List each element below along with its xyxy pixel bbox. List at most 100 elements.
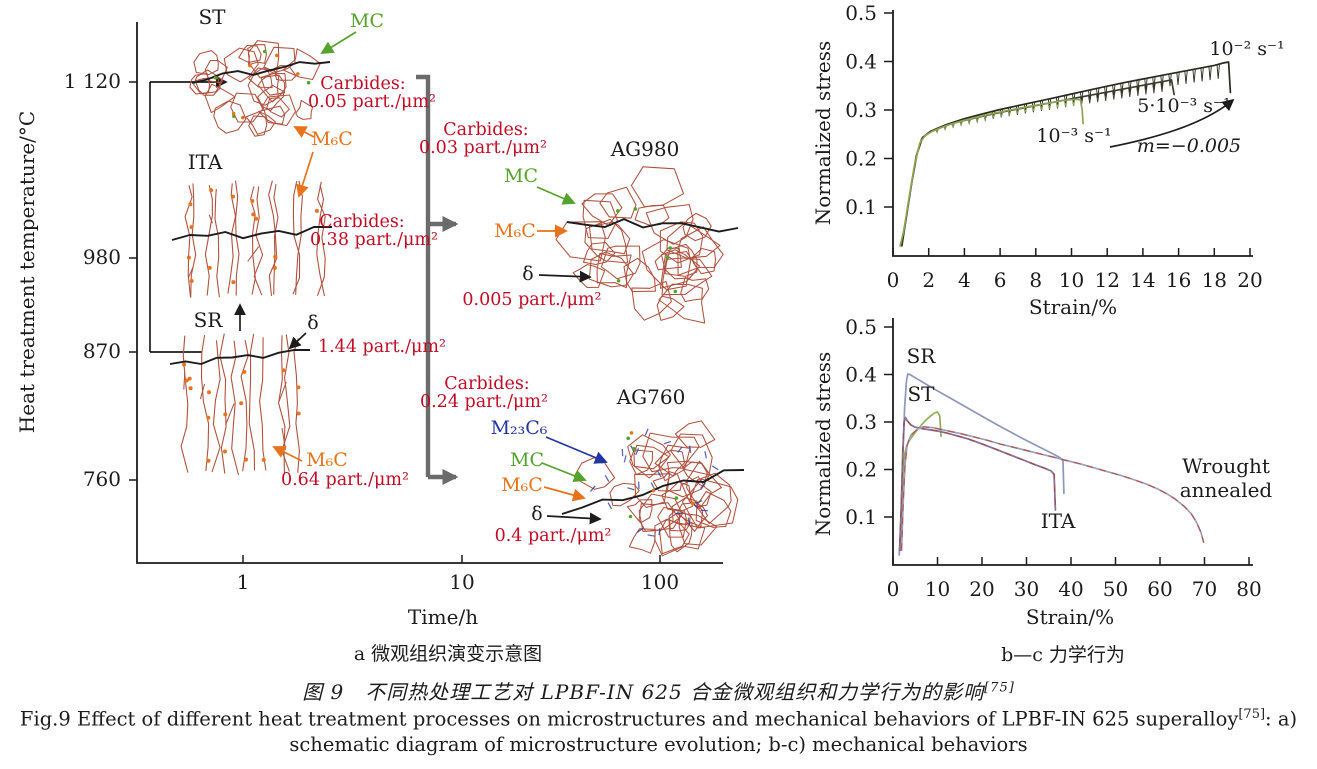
m6c-dot bbox=[231, 194, 235, 199]
b-rate-high-label: 10⁻² s⁻¹ bbox=[1209, 38, 1284, 60]
m23c6-dash bbox=[687, 517, 691, 525]
m6c-dot bbox=[629, 431, 634, 435]
m6c-dot bbox=[275, 53, 279, 58]
grain-cell bbox=[245, 111, 276, 135]
grain-cell bbox=[263, 46, 296, 73]
columnar-grain-boundary bbox=[204, 185, 213, 296]
a-xtick-100: 100 bbox=[641, 570, 679, 594]
delta-ag760-arrow bbox=[546, 512, 602, 525]
grain-cell bbox=[661, 257, 713, 296]
m23c6-dash bbox=[663, 440, 672, 445]
grain-cell bbox=[656, 295, 685, 321]
grain-cell bbox=[581, 193, 623, 226]
mc-ag760-arrow bbox=[541, 462, 587, 482]
subcaption-bc: b—c 力学行为 bbox=[1001, 644, 1125, 666]
columnar-grain-boundary bbox=[273, 184, 279, 295]
ag760-carbides-title: Carbides: bbox=[444, 374, 529, 394]
grain-cell bbox=[677, 226, 724, 276]
columnar-grain-boundary bbox=[240, 339, 249, 472]
grain-cell bbox=[193, 50, 219, 76]
grain-cell bbox=[260, 74, 286, 96]
m6c-dot bbox=[184, 378, 189, 383]
m23c6-dash bbox=[675, 512, 683, 515]
m23c6-dash bbox=[658, 527, 661, 536]
m6c-dot bbox=[223, 412, 228, 417]
mc-dot bbox=[616, 209, 620, 213]
ag980-carbide-density: 0.03 part./μm² bbox=[419, 138, 547, 158]
b-y-axis-label: Normalized stress bbox=[811, 41, 835, 226]
b-x-tick-label: 0 bbox=[887, 268, 900, 292]
label-mc-st: MC bbox=[350, 10, 384, 32]
grain-cell bbox=[596, 252, 632, 289]
b-x-tick-label: 16 bbox=[1166, 268, 1191, 292]
columnar-grain-boundary bbox=[248, 333, 256, 471]
grain-branch bbox=[278, 381, 287, 403]
c-wrought-label-line1: Wrought bbox=[1182, 454, 1270, 478]
grain-cell bbox=[666, 221, 721, 259]
grain-cell bbox=[223, 47, 259, 83]
mc-dot bbox=[665, 255, 670, 260]
mc-dot bbox=[632, 446, 636, 451]
label-delta-ag760: δ bbox=[531, 503, 542, 525]
grain-cell bbox=[627, 434, 671, 479]
columnar-grain-boundary bbox=[253, 186, 264, 296]
b-x-tick-label: 18 bbox=[1202, 268, 1227, 292]
m6c-dot bbox=[273, 254, 278, 259]
m6c-dot bbox=[239, 401, 244, 406]
c-x-tick-label: 70 bbox=[1192, 577, 1217, 601]
caption-en-text: Fig.9 Effect of different heat treatment… bbox=[19, 707, 1239, 731]
a-xtick-10: 10 bbox=[449, 570, 474, 594]
c-ita-label: ITA bbox=[1041, 509, 1076, 533]
mc-dot bbox=[232, 114, 236, 118]
grain-cell bbox=[659, 221, 704, 264]
a-ytick-760: 760 bbox=[83, 467, 121, 491]
b-rate-mid-label: 5·10⁻³ s⁻¹ bbox=[1137, 95, 1230, 117]
grain-cell bbox=[213, 100, 247, 134]
m6c-dot bbox=[254, 216, 259, 221]
m23c6-dash bbox=[650, 482, 656, 490]
grain-cell bbox=[609, 482, 640, 507]
grain-cell bbox=[600, 245, 641, 280]
mc-dot bbox=[673, 289, 678, 294]
grain-branch bbox=[208, 214, 213, 224]
serrations-10⁻³ s⁻¹ bbox=[935, 99, 1076, 134]
delta-phase-line bbox=[171, 225, 333, 241]
grain-branch bbox=[199, 383, 206, 400]
caption-english-line1: Fig.9 Effect of different heat treatment… bbox=[0, 707, 1317, 731]
m6c-dot bbox=[241, 115, 245, 120]
ag980-microstructure-sketch bbox=[555, 166, 739, 324]
label-m6c-ag980: M₆C bbox=[494, 220, 536, 242]
ag760-carbide-density: 0.24 part./μm² bbox=[420, 392, 548, 412]
st-microstructure-sketch bbox=[189, 40, 331, 137]
label-m6c-st: M₆C bbox=[311, 128, 353, 150]
m23c6-dash bbox=[636, 527, 644, 533]
columnar-grain-boundary bbox=[316, 184, 326, 297]
grain-cell bbox=[628, 528, 656, 554]
c-wrought-label-line2: annealed bbox=[1180, 478, 1273, 502]
a-ytick-870: 870 bbox=[83, 339, 121, 363]
m23c6-dash bbox=[700, 509, 708, 512]
grain-cell bbox=[582, 241, 616, 266]
m6c-sr-arrow bbox=[272, 446, 303, 462]
grain-cell bbox=[204, 83, 236, 114]
columnar-grain-boundary bbox=[292, 181, 301, 295]
a-y-axis-label: Heat treatment temperature/°C bbox=[15, 111, 39, 433]
curve-overlay-ITA bbox=[899, 416, 1056, 551]
m6c-dot bbox=[206, 415, 211, 420]
m23c6-dash bbox=[700, 482, 706, 490]
ita-microstructure-sketch bbox=[171, 180, 333, 298]
m6c-dot bbox=[272, 265, 277, 270]
m6c-dot bbox=[182, 362, 187, 367]
label-ita: ITA bbox=[188, 150, 223, 174]
label-m6c-ag760: M₆C bbox=[501, 474, 543, 496]
grain-cell bbox=[668, 509, 691, 532]
c-sr-label: SR bbox=[907, 344, 937, 368]
c-x-tick-label: 20 bbox=[969, 577, 994, 601]
grain-cell bbox=[657, 506, 688, 538]
b-y-tick-label: 0.4 bbox=[845, 50, 877, 74]
m6c-dot bbox=[207, 265, 212, 270]
grain-cell bbox=[638, 502, 680, 532]
grain-cell bbox=[688, 472, 732, 525]
m6c-dot bbox=[223, 449, 227, 454]
m6c-dot bbox=[296, 385, 301, 390]
